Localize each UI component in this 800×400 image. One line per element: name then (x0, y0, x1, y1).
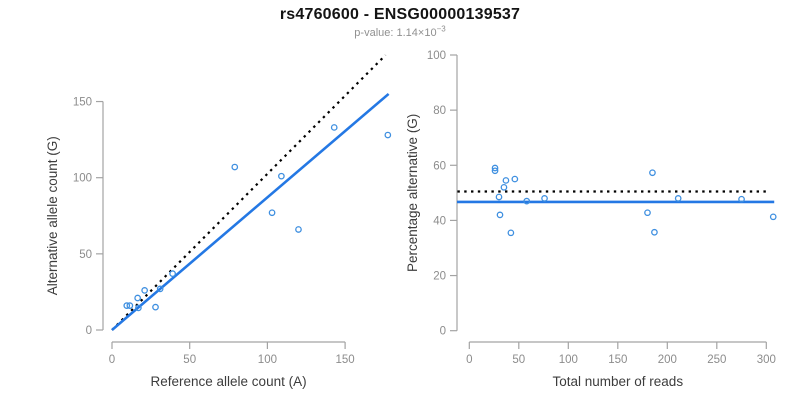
y-axis-label: Alternative allele count (G) (45, 136, 60, 295)
x-tick-label: 150 (608, 354, 627, 366)
x-tick-label: 300 (757, 354, 776, 366)
y-tick-label: 100 (73, 173, 92, 185)
plot-title: rs4760600 - ENSG00000139537 (279, 6, 521, 23)
data-point (152, 303, 159, 311)
data-point (134, 294, 141, 302)
p-value-exponent: −3 (436, 24, 446, 34)
y-tick-label: 60 (433, 160, 446, 172)
data-point (278, 172, 285, 180)
data-point (511, 175, 519, 183)
p-value-text: p-value: 1.14×10 (354, 27, 437, 39)
x-tick-label: 50 (183, 354, 196, 366)
data-point (491, 167, 499, 175)
y-tick-label: 20 (433, 271, 446, 283)
data-point (268, 209, 276, 217)
y-tick-label: 0 (86, 325, 92, 337)
data-point (649, 169, 656, 177)
y-axis-label: Percentage alternative (G) (405, 114, 420, 272)
y-tick-label: 0 (440, 326, 446, 338)
x-tick-label: 150 (336, 354, 355, 366)
data-point (541, 195, 548, 202)
x-tick-label: 250 (707, 354, 726, 366)
data-point (496, 211, 504, 219)
x-tick-label: 200 (658, 354, 677, 366)
data-point (156, 285, 164, 293)
x-axis-label: Reference allele count (A) (151, 374, 307, 389)
data-point (495, 193, 503, 201)
data-point (126, 302, 134, 309)
y-tick-label: 50 (79, 249, 92, 261)
x-tick-label: 0 (466, 354, 472, 366)
data-point (169, 270, 176, 277)
x-tick-label: 100 (559, 354, 578, 366)
data-point (231, 163, 239, 171)
data-point (502, 177, 510, 184)
data-point (123, 302, 131, 309)
x-axis-label: Total number of reads (553, 374, 684, 389)
data-point (738, 195, 745, 203)
plot-subtitle: p-value: 1.14×10−3 (0, 24, 800, 39)
y-tick-label: 100 (427, 50, 446, 62)
data-point (674, 195, 682, 202)
data-point (644, 209, 651, 217)
data-point (491, 164, 499, 172)
data-point (135, 304, 142, 312)
y-tick-label: 40 (433, 215, 446, 227)
y-tick-label: 150 (73, 97, 92, 109)
data-point (141, 287, 148, 294)
x-tick-label: 100 (258, 354, 277, 366)
data-point (384, 131, 392, 139)
data-point (523, 197, 531, 205)
data-point (651, 228, 658, 236)
data-point (330, 124, 338, 131)
fit-line (111, 92, 390, 331)
data-point (295, 226, 302, 233)
chart-panel-percentage: 0 50 100 150 200 250 300 0 20 40 60 80 100 Total numb… (405, 50, 777, 389)
data-point (500, 183, 508, 191)
identity-line (111, 54, 387, 331)
data-point (507, 229, 515, 237)
data-point (769, 213, 777, 221)
y-tick-label: 80 (433, 105, 446, 117)
chart-panel-counts: 0 50 100 150 0 50 100 150 Reference allele count… (45, 54, 392, 389)
x-tick-label: 50 (512, 354, 525, 366)
x-tick-label: 0 (109, 354, 115, 366)
